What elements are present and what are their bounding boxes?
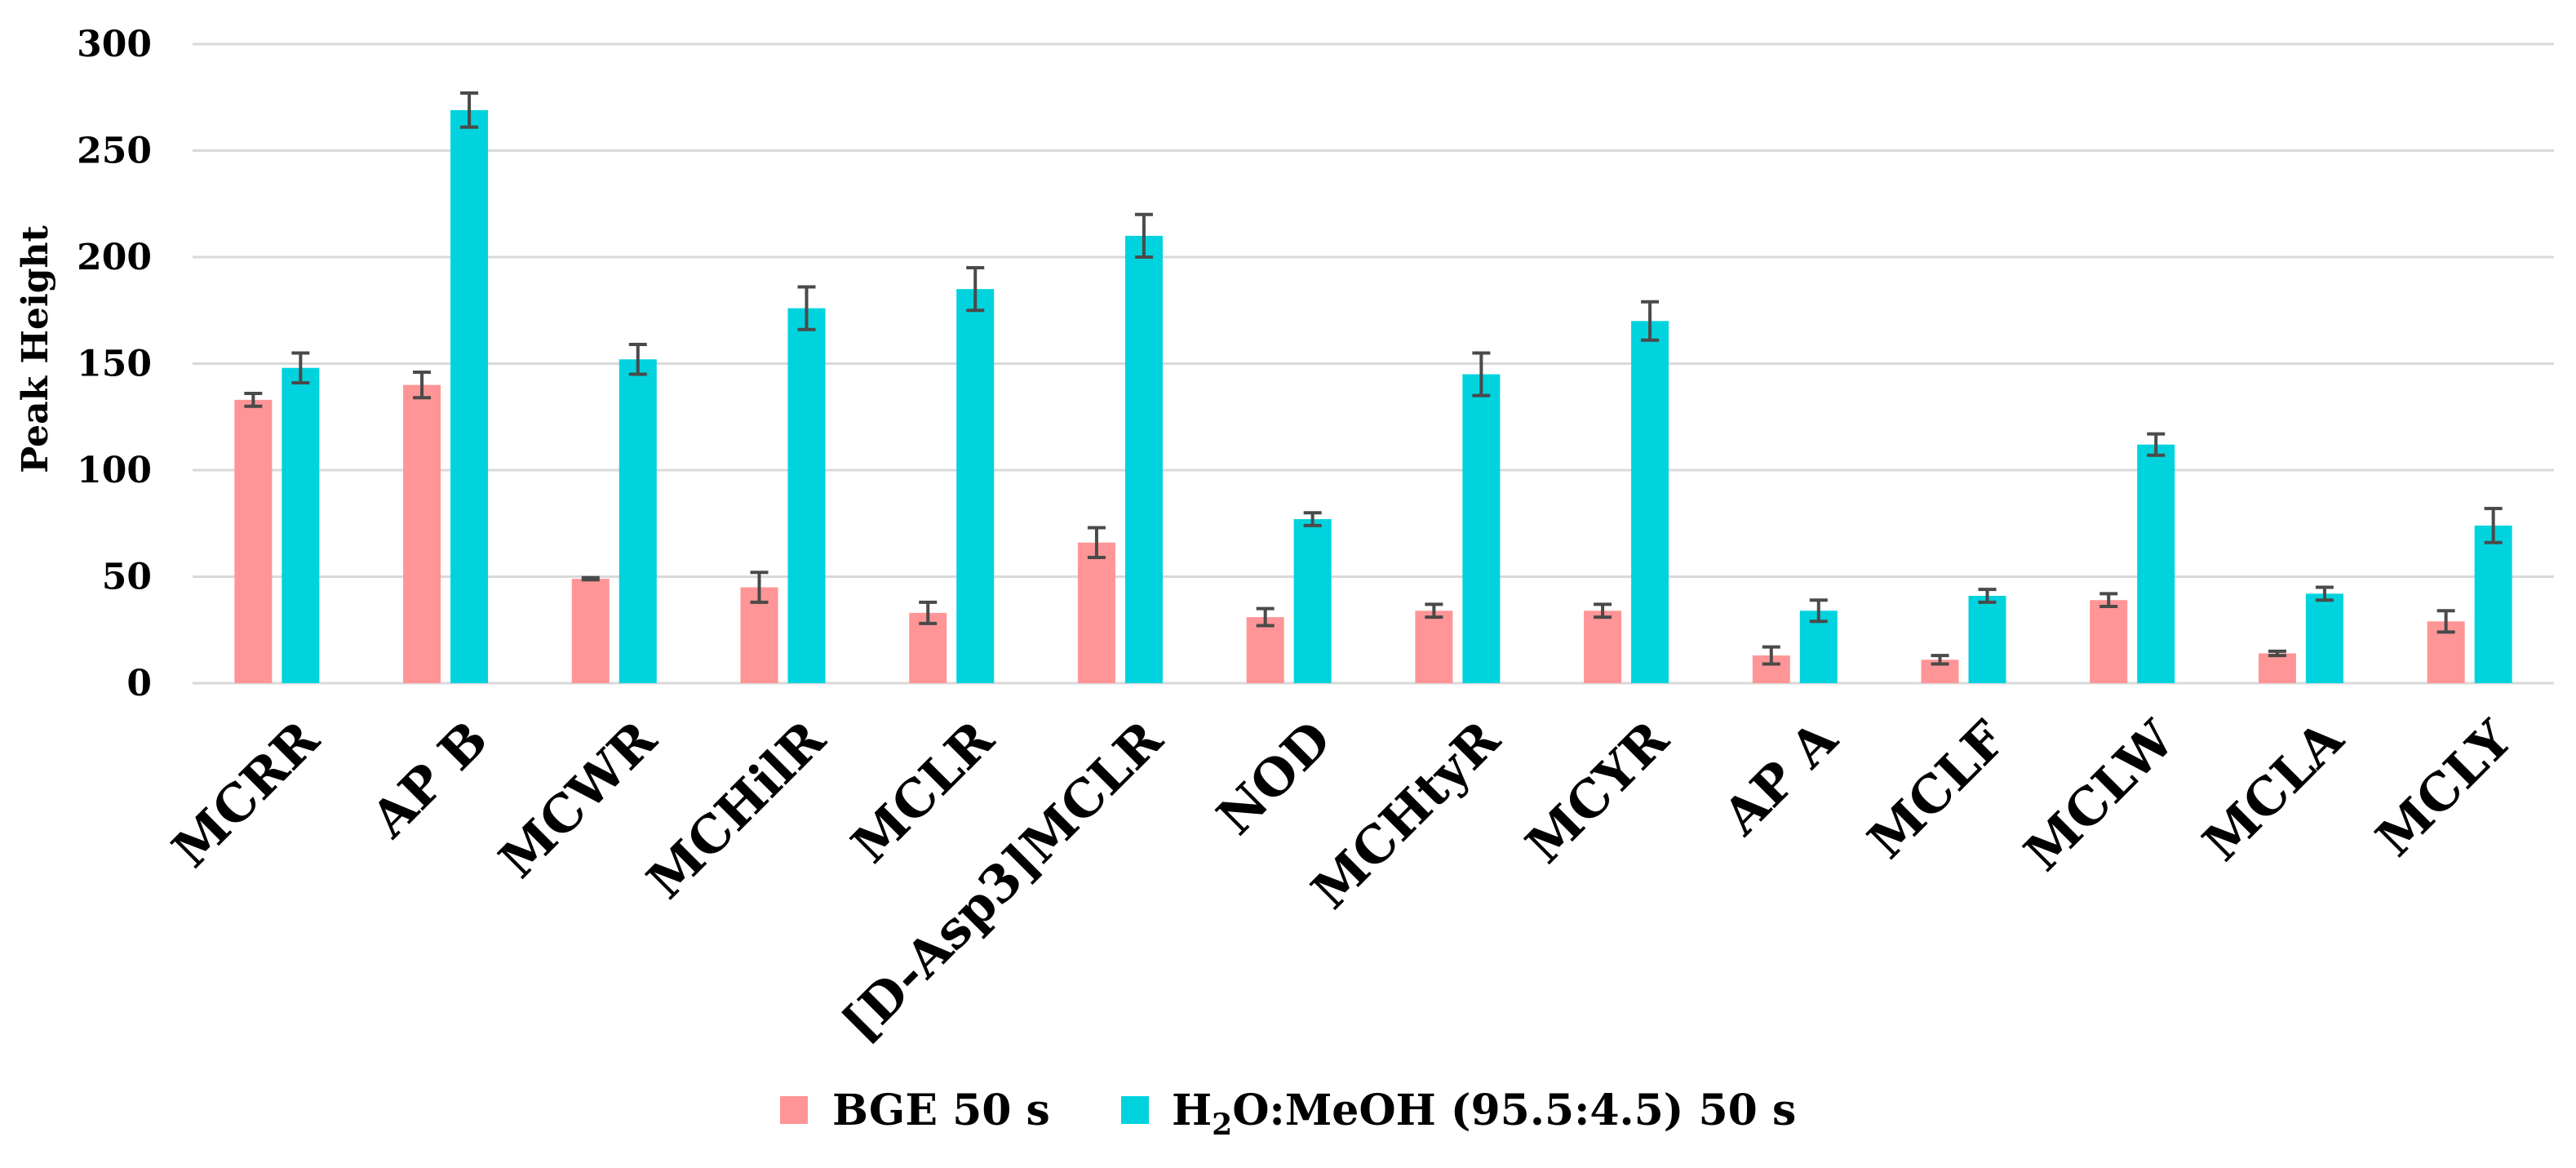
y-tick-label-150: 150 [77,344,152,385]
x-category-label-9: AP A [1711,708,1849,846]
bar-h2o-meoh-6 [1293,519,1332,683]
error-bars [244,91,2503,666]
error-bar-h2o-meoh-12 [2315,585,2334,602]
y-axis-title: Peak Height [15,225,56,473]
error-bar-bge-0 [244,392,263,408]
bar-bge-5 [1077,542,1115,683]
error-bar-h2o-meoh-11 [2147,432,2166,457]
bar-bge-7 [1415,611,1453,683]
x-category-label-8: MCYR [1514,709,1680,875]
bar-h2o-meoh-11 [2137,444,2175,683]
error-bar-h2o-meoh-8 [1641,300,1660,342]
x-category-label-1: AP B [359,709,499,850]
error-bar-bge-10 [1931,654,1949,666]
bar-bge-8 [1584,611,1622,683]
y-tick-label-100: 100 [77,450,152,491]
bar-bge-0 [234,399,273,683]
error-bar-bge-12 [2268,649,2286,658]
error-bar-bge-4 [919,600,938,625]
bar-h2o-meoh-10 [1968,595,2006,683]
bar-h2o-meoh-7 [1462,374,1501,683]
bar-h2o-meoh-4 [956,289,995,683]
bar-bge-12 [2258,653,2296,683]
error-bar-bge-5 [1087,526,1106,560]
x-category-label-13: MCLY [2365,708,2524,868]
y-tick-label-0: 0 [126,663,152,704]
bar-h2o-meoh-2 [619,359,657,683]
bar-h2o-meoh-12 [2305,593,2343,683]
error-bar-h2o-meoh-1 [460,91,479,129]
bar-h2o-meoh-8 [1631,321,1669,683]
legend-swatch-bge [780,1096,808,1124]
error-bar-h2o-meoh-2 [628,343,647,376]
x-category-label-5: [D-Asp3]MCLR [831,709,1174,1053]
error-bar-h2o-meoh-0 [291,351,310,384]
bar-h2o-meoh-5 [1124,235,1163,683]
bars [234,109,2512,683]
y-tick-label-300: 300 [77,24,152,65]
bar-bge-11 [2090,600,2128,683]
gridlines [193,42,2554,685]
legend-label-h2o-meoh-subscript: 2 [1212,1108,1232,1142]
error-bar-bge-6 [1256,606,1275,628]
y-tick-label-50: 50 [102,557,152,598]
error-bar-h2o-meoh-4 [966,266,985,313]
error-bar-h2o-meoh-9 [1809,598,1828,624]
error-bar-h2o-meoh-7 [1472,351,1491,397]
x-category-label-4: MCLR [840,709,1006,875]
error-bar-bge-2 [581,575,600,582]
y-axis-ticks: 0 50 100 150 200 250 300 [77,24,152,704]
bar-h2o-meoh-13 [2474,525,2512,683]
error-bar-h2o-meoh-3 [797,285,816,331]
legend-label-h2o-meoh: H2O:MeOH (95.5:4.5) 50 s [1172,1086,1796,1142]
bar-h2o-meoh-0 [282,367,320,683]
error-bar-bge-8 [1594,602,1612,620]
x-category-label-12: MCLA [2192,708,2356,873]
y-tick-label-250: 250 [77,131,152,172]
legend-label-h2o-meoh-pre: H [1172,1086,1212,1135]
y-tick-label-200: 200 [77,237,152,278]
error-bar-bge-7 [1425,602,1443,620]
legend-label-h2o-meoh-post: O:MeOH (95.5:4.5) 50 s [1232,1086,1796,1135]
bar-h2o-meoh-3 [787,308,826,683]
legend-swatch-h2o-meoh [1121,1096,1149,1124]
error-bar-bge-3 [750,571,769,604]
x-category-label-7: MCHtyR [1300,709,1511,921]
x-category-label-11: MCLW [2013,708,2187,882]
legend: BGE 50 s H2O:MeOH (95.5:4.5) 50 s [780,1086,1796,1142]
error-bar-bge-1 [413,370,432,400]
legend-label-bge: BGE 50 s [832,1086,1050,1135]
error-bar-bge-9 [1762,645,1780,666]
error-bar-h2o-meoh-6 [1303,511,1322,527]
x-category-label-3: MCHilR [636,709,837,911]
error-bar-h2o-meoh-13 [2484,506,2503,544]
error-bar-h2o-meoh-10 [1978,588,1997,604]
x-category-label-6: NOD [1205,709,1342,846]
error-bar-bge-13 [2436,609,2455,634]
error-bar-bge-11 [2099,592,2118,609]
bar-h2o-meoh-1 [450,109,489,683]
bar-bge-1 [403,384,441,683]
error-bar-h2o-meoh-5 [1134,212,1153,259]
bar-bge-6 [1246,617,1284,683]
bar-bge-2 [571,579,610,683]
x-category-label-10: MCLF [1856,709,2017,870]
x-category-label-0: MCRR [161,709,330,879]
